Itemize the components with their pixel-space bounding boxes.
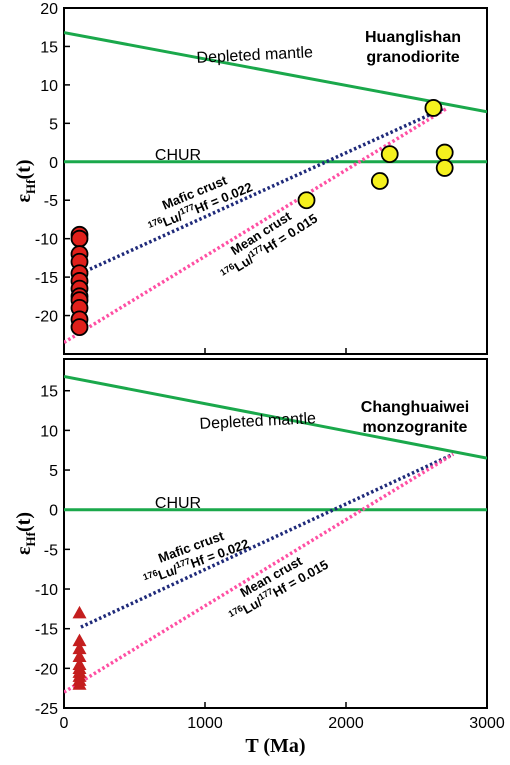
x-tick-label: 0 xyxy=(60,715,69,732)
y-tick-label: -20 xyxy=(35,661,58,678)
series-1 xyxy=(70,225,89,336)
data-point xyxy=(70,318,89,336)
data-point xyxy=(370,172,389,190)
y-tick-label: 15 xyxy=(40,39,58,56)
depleted-mantle-line xyxy=(64,31,487,114)
mafic-crust-line xyxy=(80,452,454,629)
y-tick-label: -20 xyxy=(35,309,58,326)
mafic-crust-label-mid: Lu/ xyxy=(156,562,180,583)
y-tick-label: 20 xyxy=(40,1,58,18)
y-tick-label: -5 xyxy=(44,542,58,559)
y-tick-label: 5 xyxy=(49,116,58,133)
y-axis-title-sub: Hf xyxy=(23,179,38,194)
mafic-crust-label-sup2: 177 xyxy=(174,556,192,571)
data-point xyxy=(72,633,87,647)
panel-title: Huanglishan granodiorite xyxy=(365,29,461,66)
depleted-mantle-label: Depleted mantle xyxy=(196,44,313,67)
series-2 xyxy=(297,99,454,210)
y-tick-label: 0 xyxy=(49,503,58,520)
y-tick-label: 15 xyxy=(40,384,58,401)
y-tick-label: 10 xyxy=(40,423,58,440)
mafic-crust-line xyxy=(80,106,446,275)
y-axis-title-tail: (t) xyxy=(13,160,35,180)
mean-crust-line xyxy=(64,452,455,694)
x-tick-label: 2000 xyxy=(328,715,364,732)
data-point xyxy=(72,641,87,655)
depleted-mantle-line xyxy=(64,374,487,460)
chur-label: CHUR xyxy=(155,147,201,164)
reference-lines xyxy=(64,374,487,694)
x-tick-label: 1000 xyxy=(187,715,223,732)
data-point xyxy=(435,159,454,177)
data-point xyxy=(297,191,316,210)
panel-title: Changhuaiwei monzogranite xyxy=(361,399,469,436)
series-1 xyxy=(72,605,87,690)
y-axis-title: εHf(t) xyxy=(13,160,38,203)
y-tick-label: -10 xyxy=(35,232,58,249)
panel-title-line2: granodiorite xyxy=(366,49,459,66)
mafic-crust-label-sup1: 176 xyxy=(142,568,160,583)
x-tick-label: 3000 xyxy=(469,715,505,732)
chur-label: CHUR xyxy=(155,495,201,512)
panel-title-line1: Changhuaiwei xyxy=(361,399,469,416)
plot-frame xyxy=(63,358,488,709)
y-axis-title-sub: Hf xyxy=(23,531,38,546)
x-axis-title: T (Ma) xyxy=(245,735,305,757)
panel-title-line1: Huanglishan xyxy=(365,29,461,46)
reference-lines xyxy=(64,31,487,344)
y-axis-title: εHf(t) xyxy=(13,512,38,555)
data-point xyxy=(424,99,443,117)
data-point xyxy=(435,143,454,162)
y-tick-label: -15 xyxy=(35,270,58,287)
panel-title-line2: monzogranite xyxy=(363,419,468,436)
y-tick-label: 0 xyxy=(49,155,58,172)
y-tick-label: -25 xyxy=(35,701,58,718)
y-axis-title-main: ε xyxy=(13,546,35,555)
plot-frame xyxy=(63,7,488,355)
data-point xyxy=(70,229,89,248)
y-tick-label: 5 xyxy=(49,463,58,480)
y-axis-title-tail: (t) xyxy=(13,512,35,532)
y-tick-label: -5 xyxy=(44,193,58,210)
data-point xyxy=(72,605,87,619)
mean-crust-line xyxy=(64,106,449,344)
data-point xyxy=(72,649,87,663)
mafic-crust-label-mid: Lu/ xyxy=(160,208,184,229)
data-point xyxy=(72,677,87,690)
depleted-mantle-label: Depleted mantle xyxy=(199,410,316,433)
y-axis-title-main: ε xyxy=(13,193,35,202)
y-tick-label: -15 xyxy=(35,622,58,639)
y-tick-label: 10 xyxy=(40,78,58,95)
data-point xyxy=(380,145,399,163)
y-tick-label: -10 xyxy=(35,582,58,599)
panel-1: 20 15 10 5 0 -5 -10 -15 -20 εHf(t) Huanglishan gran… xyxy=(13,1,488,355)
